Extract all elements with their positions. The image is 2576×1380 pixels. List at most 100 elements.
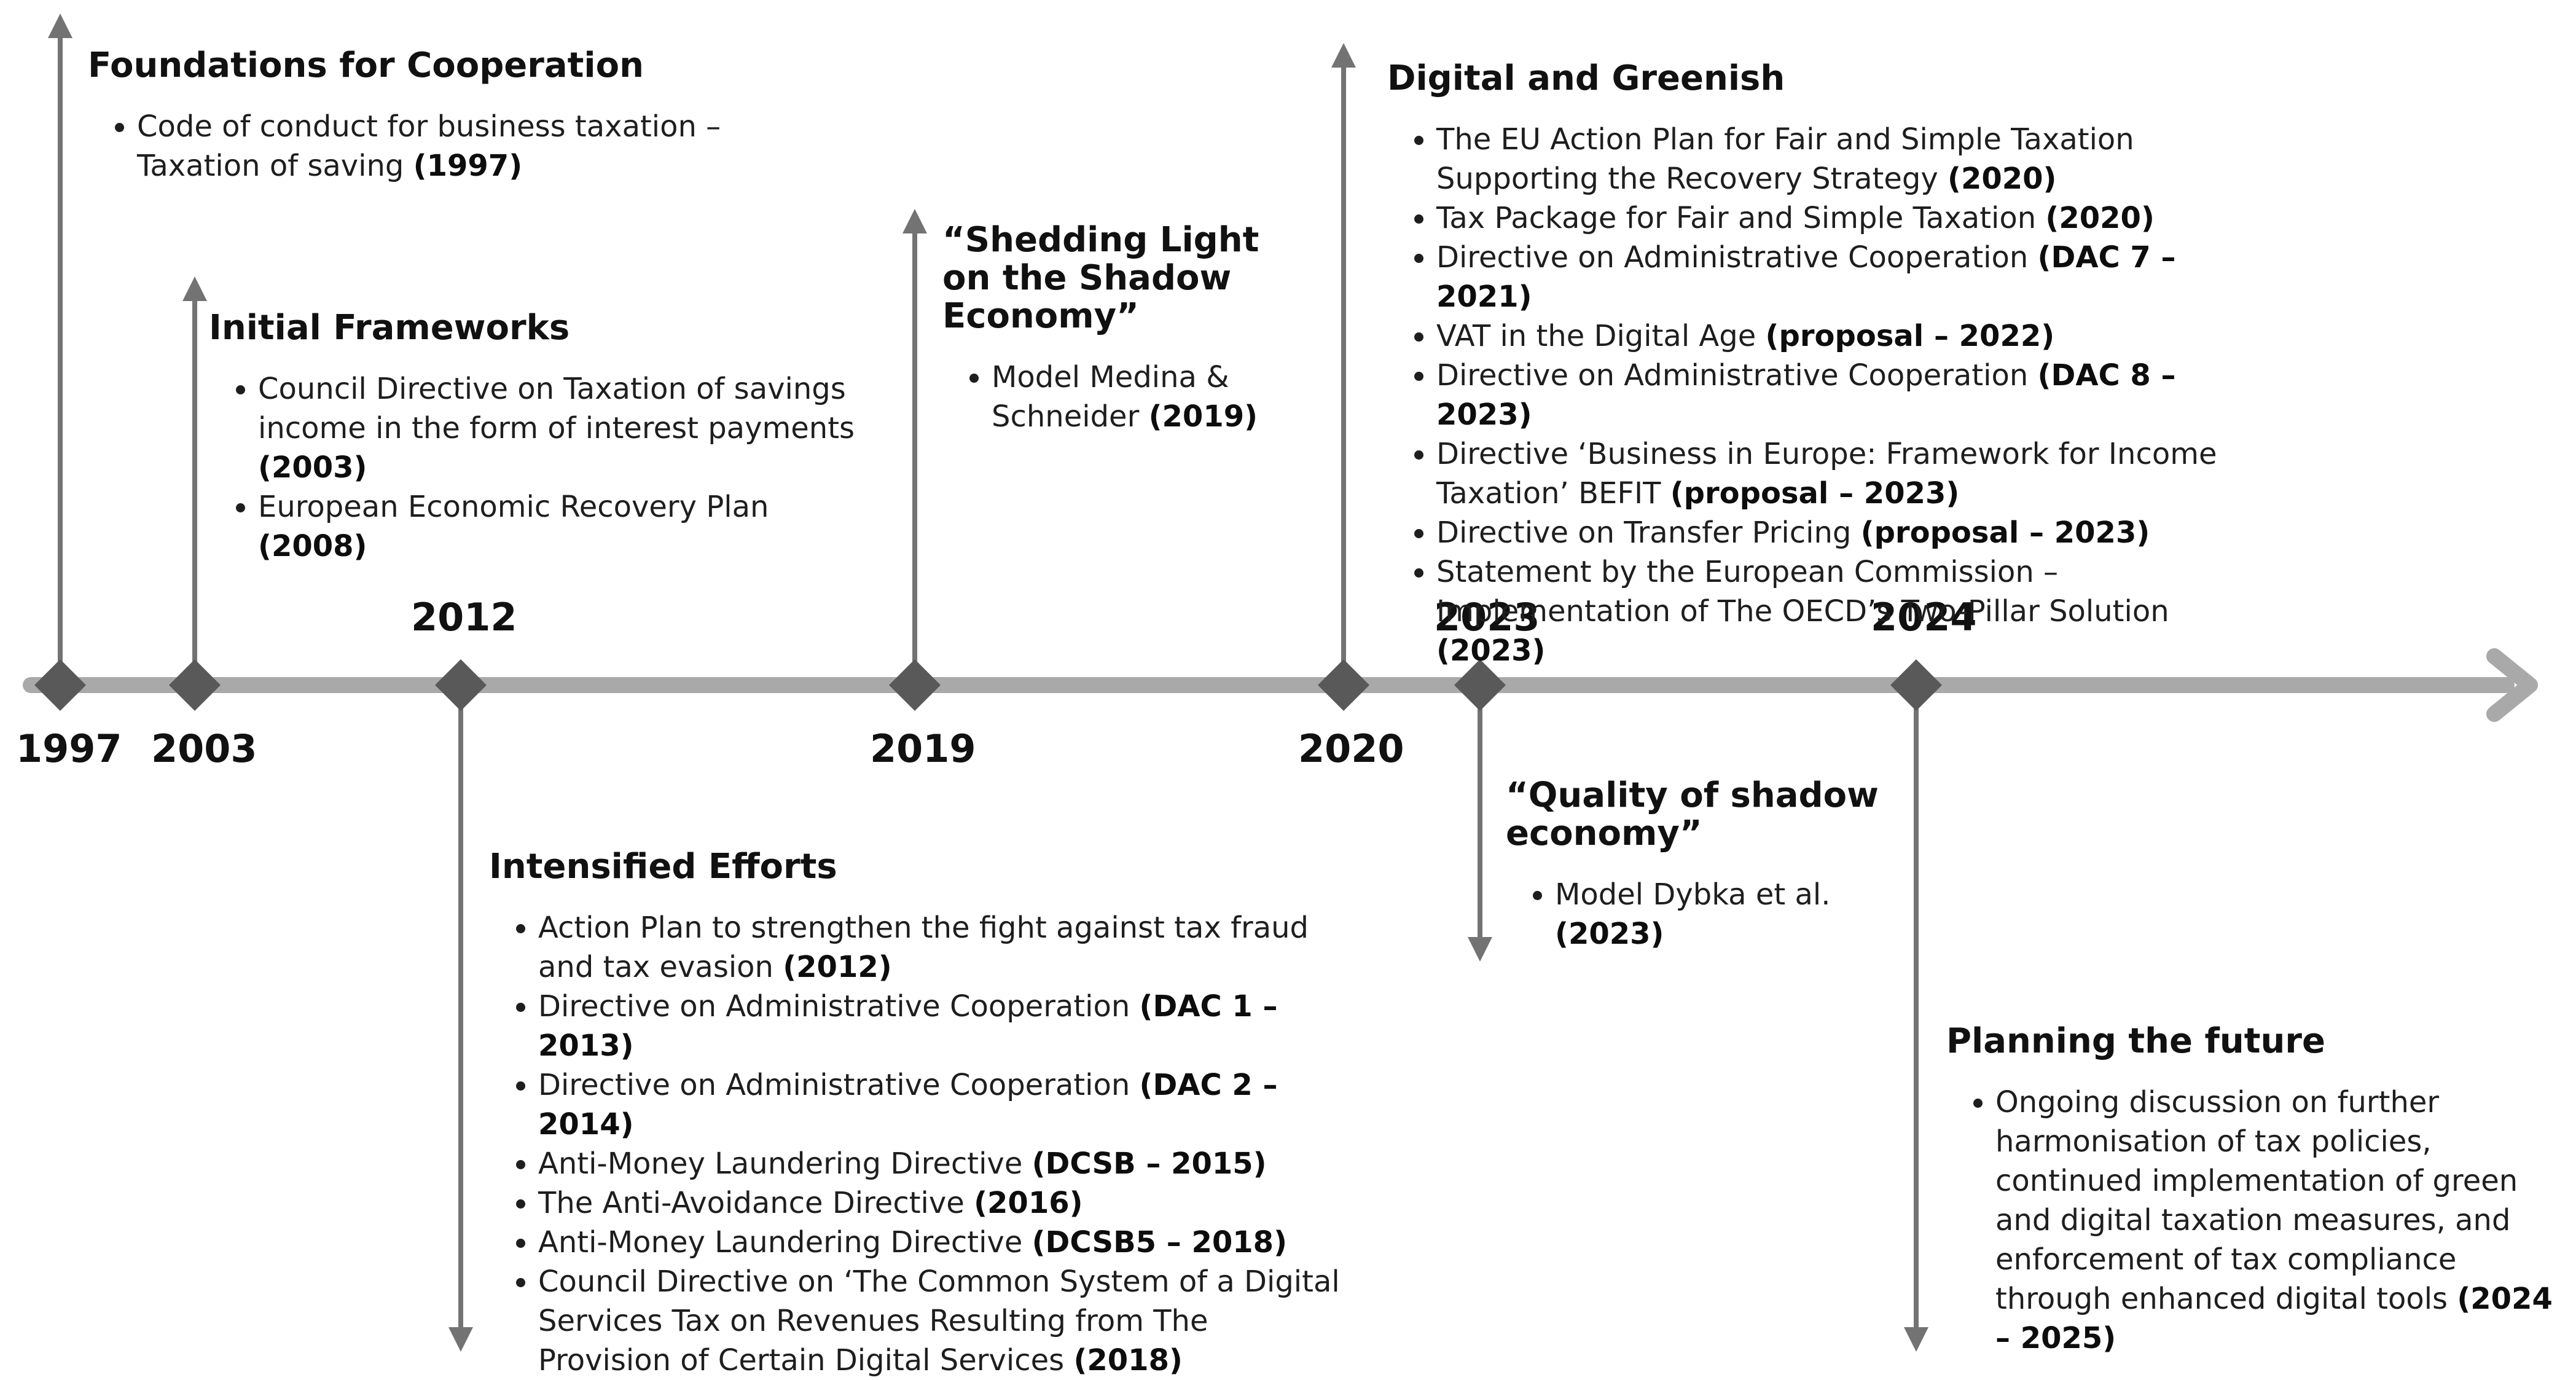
event-title: “Quality of shadow economy”: [1506, 775, 1879, 853]
event-item-date: (DCSB – 2015): [1032, 1147, 1267, 1181]
event-item-date: (2020): [1948, 162, 2057, 196]
event-item-text: Code of conduct for business taxation – …: [137, 109, 721, 183]
event-item-list: Ongoing discussion on further harmonisat…: [1946, 1083, 2567, 1358]
event-item-date: (2024 – 2025): [1995, 1282, 2553, 1355]
event-quality-of-shadow-economy: “Quality of shadow economy” Model Dybka e…: [1506, 777, 1887, 954]
event-item-text: Directive on Transfer Pricing: [1436, 516, 1852, 550]
timeline-marker-2020: [1318, 659, 1369, 711]
timeline-arrowhead: [2486, 648, 2538, 722]
event-item-date: (1997): [413, 149, 523, 183]
event-item: Model Medina & Schneider (2019): [992, 358, 1286, 436]
event-item: Anti-Money Laundering Directive (DCSB – …: [538, 1144, 1349, 1183]
event-item-text: Statement by the European Commission – I…: [1436, 555, 2169, 629]
event-item: Directive on Transfer Pricing (proposal …: [1436, 513, 2266, 552]
event-item-date: (DCSB5 – 2018): [1032, 1225, 1288, 1260]
event-item-text: The EU Action Plan for Fair and Simple T…: [1436, 122, 2134, 196]
event-title: Digital and Greenish: [1387, 58, 1785, 98]
event-item-text: Directive ‘Business in Europe: Framework…: [1436, 437, 2217, 511]
event-initial-frameworks: Initial Frameworks Council Directive on T…: [209, 309, 872, 566]
event-item: Action Plan to strengthen the fight agai…: [538, 908, 1349, 987]
event-title: Planning the future: [1946, 1021, 2325, 1061]
event-item: Ongoing discussion on further harmonisat…: [1995, 1083, 2567, 1358]
timeline-marker-2023: [1454, 659, 1506, 711]
event-item-text: Model Medina & Schneider: [992, 360, 1229, 434]
event-item-date: (2020): [2045, 201, 2155, 235]
event-item-text: Anti-Money Laundering Directive: [538, 1147, 1023, 1181]
event-item-text: European Economic Recovery Plan: [258, 490, 769, 524]
event-planning-the-future: Planning the future Ongoing discussion on…: [1946, 1022, 2567, 1358]
event-item-text: Action Plan to strengthen the fight agai…: [538, 911, 1309, 984]
event-item: Tax Package for Fair and Simple Taxation…: [1436, 198, 2266, 238]
event-item-text: VAT in the Digital Age: [1436, 319, 1756, 353]
year-label-2012: 2012: [411, 595, 517, 640]
event-item-date: (2016): [974, 1186, 1083, 1220]
event-title: Initial Frameworks: [209, 308, 570, 348]
event-item-date: (2003): [258, 450, 367, 485]
timeline-marker-2003: [169, 659, 221, 711]
event-item: Directive on Administrative Cooperation …: [538, 1065, 1349, 1144]
event-item: Model Dybka et al. (2023): [1555, 875, 1887, 954]
event-item: Anti-Money Laundering Directive (DCSB5 –…: [538, 1223, 1349, 1262]
event-item-list: Model Medina & Schneider (2019): [942, 358, 1286, 436]
year-label-2020: 2020: [1298, 726, 1404, 771]
event-item: Code of conduct for business taxation – …: [137, 107, 788, 186]
event-item-text: Directive on Administrative Cooperation: [1436, 240, 2029, 275]
timeline-marker-1997: [34, 659, 86, 711]
event-item: The EU Action Plan for Fair and Simple T…: [1436, 120, 2266, 198]
event-item-date: (2023): [1436, 633, 1546, 668]
event-item-date: (DAC 1 – 2013): [538, 989, 1278, 1063]
event-item-text: Directive on Administrative Cooperation: [538, 1068, 1130, 1102]
event-digital-and-greenish: Digital and Greenish The EU Action Plan f…: [1387, 60, 2266, 670]
event-item-date: (proposal – 2023): [1860, 516, 2150, 550]
event-title: “Shedding Light on the Shadow Economy”: [942, 220, 1259, 336]
event-item: Directive on Administrative Cooperation …: [538, 987, 1349, 1065]
event-title: Intensified Efforts: [489, 847, 837, 887]
event-item: Directive on Administrative Cooperation …: [1436, 356, 2266, 434]
event-item-date: (DAC 2 – 2014): [538, 1068, 1278, 1142]
timeline-marker-2012: [435, 659, 487, 711]
event-intensified-efforts: Intensified Efforts Action Plan to streng…: [489, 848, 1349, 1380]
event-item-date: (DAC 7 – 2021): [1436, 240, 2176, 314]
event-item: Council Directive on Taxation of savings…: [258, 369, 872, 487]
event-item-list: The EU Action Plan for Fair and Simple T…: [1387, 120, 2266, 670]
event-item-text: Anti-Money Laundering Directive: [538, 1225, 1023, 1260]
event-title: Foundations for Cooperation: [88, 45, 644, 85]
event-item-text: Council Directive on ‘The Common System …: [538, 1264, 1340, 1378]
event-item-date: (2023): [1555, 917, 1664, 951]
event-item-text: Directive on Administrative Cooperation: [1436, 358, 2029, 393]
timeline-marker-2024: [1890, 659, 1942, 711]
event-item-date: (2018): [1073, 1343, 1183, 1378]
event-item: Directive on Administrative Cooperation …: [1436, 238, 2266, 316]
event-item-date: (proposal – 2023): [1670, 476, 1960, 511]
event-item: VAT in the Digital Age (proposal – 2022): [1436, 316, 2266, 356]
event-item-list: Model Dybka et al. (2023): [1506, 875, 1887, 954]
year-label-2003: 2003: [151, 726, 257, 771]
year-label-2023: 2023: [1434, 595, 1540, 640]
event-item: The Anti-Avoidance Directive (2016): [538, 1183, 1349, 1223]
event-item: Council Directive on ‘The Common System …: [538, 1262, 1349, 1380]
event-shedding-light-on-the-shadow-economy: “Shedding Light on the Shadow Economy” Mo…: [942, 221, 1286, 436]
event-item: Statement by the European Commission – I…: [1436, 552, 2266, 670]
year-label-2024: 2024: [1871, 595, 1977, 640]
event-item-date: (proposal – 2022): [1765, 319, 2055, 353]
event-item: European Economic Recovery Plan (2008): [258, 487, 872, 566]
event-item-text: Directive on Administrative Cooperation: [538, 989, 1130, 1024]
event-item-text: Tax Package for Fair and Simple Taxation: [1436, 201, 2037, 235]
event-foundations-for-cooperation: Foundations for Cooperation Code of condu…: [88, 47, 788, 186]
event-item-date: (2008): [258, 529, 367, 563]
event-item-date: (2012): [783, 950, 892, 984]
event-item-list: Code of conduct for business taxation – …: [88, 107, 788, 186]
event-item-text: Council Directive on Taxation of savings…: [258, 372, 855, 445]
event-item: Directive ‘Business in Europe: Framework…: [1436, 434, 2266, 513]
year-label-1997: 1997: [16, 726, 122, 771]
year-label-2019: 2019: [870, 726, 976, 771]
event-item-list: Action Plan to strengthen the fight agai…: [489, 908, 1349, 1380]
timeline-marker-2019: [889, 659, 941, 711]
event-item-date: (2019): [1148, 399, 1258, 434]
event-item-text: Ongoing discussion on further harmonisat…: [1995, 1085, 2518, 1316]
event-item-date: (DAC 8 – 2023): [1436, 358, 2176, 432]
event-item-text: The Anti-Avoidance Directive: [538, 1186, 965, 1220]
event-item-list: Council Directive on Taxation of savings…: [209, 369, 872, 566]
event-item-text: Model Dybka et al.: [1555, 877, 1831, 912]
